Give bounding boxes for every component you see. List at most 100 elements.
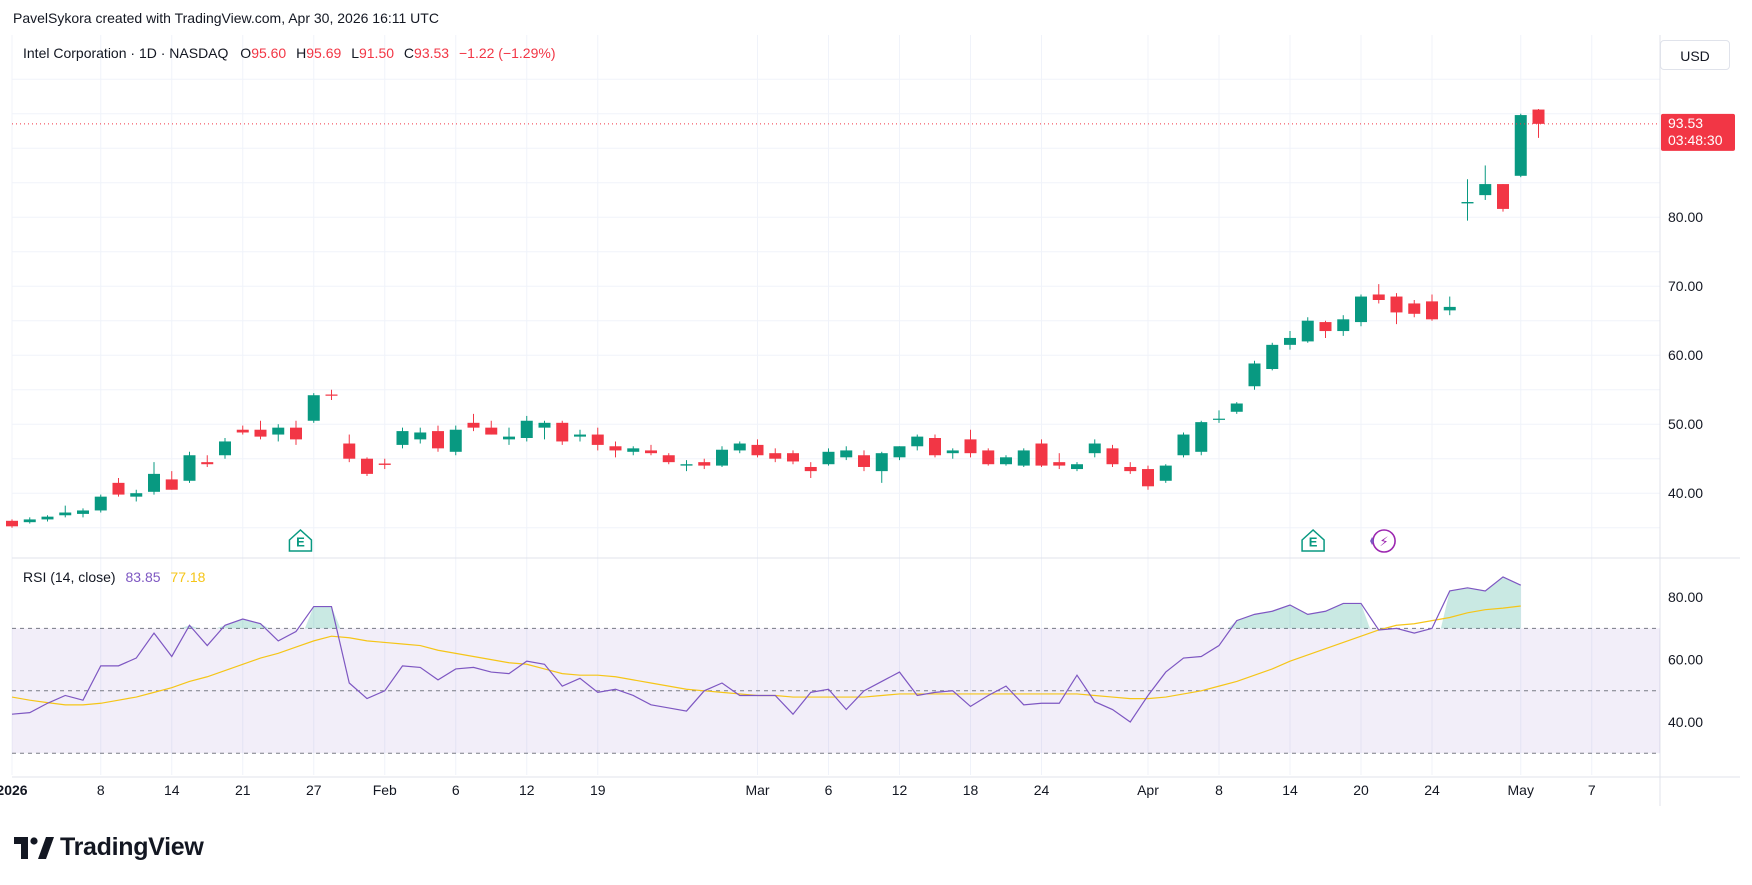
candle[interactable] [787, 450, 799, 465]
candle[interactable] [591, 427, 604, 451]
candle[interactable] [1319, 320, 1332, 338]
currency-button[interactable]: USD [1660, 40, 1730, 70]
candle[interactable] [1230, 402, 1243, 414]
candle[interactable] [201, 455, 214, 467]
candle[interactable] [538, 420, 551, 440]
event-markers[interactable]: E E ⚡ [288, 528, 1396, 553]
candle[interactable] [1372, 284, 1385, 304]
candle[interactable] [1390, 293, 1403, 325]
candle[interactable] [698, 458, 711, 470]
candle[interactable] [1497, 184, 1509, 212]
candle[interactable] [733, 441, 746, 454]
candle[interactable] [520, 415, 533, 442]
candle[interactable] [1408, 300, 1421, 318]
candle[interactable] [1088, 439, 1101, 458]
candle[interactable] [183, 451, 196, 483]
candle[interactable] [236, 425, 249, 435]
candle[interactable] [609, 441, 622, 458]
candle[interactable] [1426, 294, 1438, 321]
candle[interactable] [165, 471, 178, 490]
candle[interactable] [680, 460, 693, 472]
candle[interactable] [1071, 462, 1083, 472]
candle[interactable] [1266, 342, 1279, 371]
candle[interactable] [1443, 296, 1456, 316]
time-axis[interactable]: 2026 8 14 21 27 Feb 6 12 19 Mar 6 12 18 24 Apr 8 14 20 24 M… [0, 782, 1596, 798]
earnings-marker-icon[interactable]: E [1301, 528, 1325, 552]
candle[interactable] [1124, 462, 1137, 474]
candle[interactable] [858, 450, 870, 472]
lightning-event-icon[interactable]: ⚡ [1370, 529, 1396, 553]
candle[interactable] [627, 446, 640, 456]
candle[interactable] [130, 489, 143, 502]
candle[interactable] [822, 448, 835, 466]
candle[interactable] [964, 429, 977, 458]
candle[interactable] [929, 434, 941, 458]
candle[interactable] [1213, 410, 1225, 423]
candle[interactable] [1053, 453, 1066, 470]
candle[interactable] [1195, 420, 1208, 456]
candle[interactable] [1017, 448, 1030, 467]
candle[interactable] [1000, 455, 1012, 466]
candle[interactable] [1532, 108, 1545, 138]
rsi-series[interactable] [11, 576, 1522, 723]
candle[interactable] [893, 446, 906, 461]
rsi-line[interactable] [11, 576, 1522, 723]
candle[interactable] [41, 515, 54, 522]
candle[interactable] [112, 478, 125, 497]
candle[interactable] [254, 420, 267, 440]
candle[interactable] [982, 448, 995, 466]
rsi-legend[interactable]: RSI (14, close) 83.85 77.18 [23, 569, 205, 585]
candle[interactable] [325, 389, 338, 401]
candle[interactable] [361, 457, 373, 476]
candle[interactable] [1479, 165, 1492, 200]
candle[interactable] [556, 420, 569, 445]
candle[interactable] [396, 427, 409, 449]
candle[interactable] [1177, 432, 1190, 458]
candle[interactable] [503, 427, 515, 445]
symbol-name[interactable]: Intel Corporation · 1D · NASDAQ [23, 45, 229, 61]
candle[interactable] [1461, 179, 1474, 221]
candle[interactable] [751, 439, 764, 458]
candle[interactable] [23, 517, 36, 524]
candle[interactable] [343, 434, 356, 463]
candle[interactable] [840, 446, 853, 461]
rsi-axis[interactable]: 40.00 60.00 80.00 [1668, 589, 1703, 730]
candle[interactable] [6, 519, 18, 528]
candle[interactable] [662, 453, 675, 465]
earnings-marker-icon[interactable]: E [288, 528, 313, 552]
candle[interactable] [414, 427, 427, 444]
symbol-legend[interactable]: Intel Corporation · 1D · NASDAQ O95.60 H… [23, 45, 556, 61]
candle[interactable] [467, 413, 480, 432]
candle[interactable] [946, 448, 959, 459]
candle[interactable] [1355, 294, 1367, 327]
candle[interactable] [1035, 439, 1048, 467]
candle[interactable] [1284, 331, 1296, 350]
candle[interactable] [219, 438, 231, 459]
candlestick-series[interactable] [6, 108, 1660, 528]
candle[interactable] [1248, 360, 1261, 390]
candle[interactable] [59, 505, 72, 518]
candle[interactable] [645, 444, 657, 456]
rsi-indicator-label[interactable]: RSI (14, close) [23, 569, 116, 585]
candle[interactable] [449, 425, 462, 456]
candle[interactable] [1301, 317, 1314, 343]
candle[interactable] [1142, 465, 1154, 490]
candle[interactable] [432, 425, 444, 452]
candle[interactable] [77, 508, 89, 518]
candle[interactable] [1106, 444, 1119, 467]
candle[interactable] [804, 462, 817, 479]
candle[interactable] [378, 458, 391, 470]
candle[interactable] [769, 448, 782, 463]
candle[interactable] [716, 446, 728, 467]
candle[interactable] [574, 429, 586, 442]
candle[interactable] [1514, 113, 1527, 178]
candle[interactable] [875, 451, 888, 483]
candle[interactable] [94, 494, 107, 513]
candle[interactable] [272, 424, 285, 442]
candle[interactable] [307, 393, 320, 423]
candle[interactable] [290, 420, 302, 445]
tradingview-logo[interactable]: TradingView [14, 833, 204, 862]
candle[interactable] [485, 420, 498, 435]
candle[interactable] [1337, 315, 1350, 336]
